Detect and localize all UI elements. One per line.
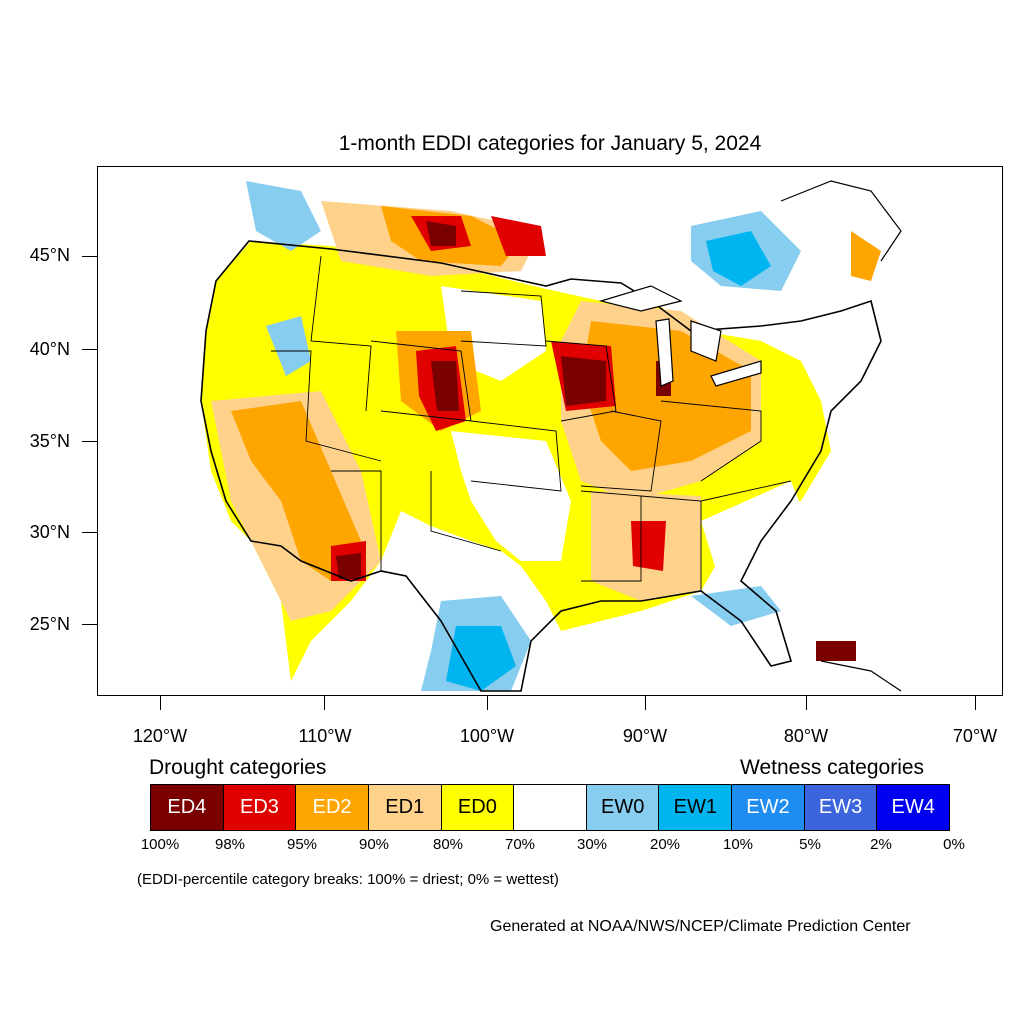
lat-tick [82, 624, 97, 626]
wetness-categories-heading: Wetness categories [740, 756, 925, 779]
ed3-mississippi [631, 521, 666, 571]
lon-label-110: 110°W [298, 726, 352, 746]
legend-ew3: EW3 [804, 785, 878, 830]
percentile-label: 20% [649, 836, 681, 853]
lat-label-30: 30°N [29, 522, 70, 542]
percentile-label: 0% [943, 836, 965, 853]
legend-ed3: ED3 [223, 785, 297, 830]
lat-label-35: 35°N [29, 431, 70, 451]
ew-pacific-nw [246, 181, 321, 251]
lat-label-40: 40°N [29, 339, 70, 359]
percentile-label: 95% [286, 836, 318, 853]
percentile-label: 80% [432, 836, 464, 853]
lake-superior [598, 285, 683, 312]
legend-ew4: EW4 [877, 785, 950, 830]
legend-color-bar: ED4 ED3 ED2 ED1 ED0 EW0 EW1 EW2 EW3 EW4 [150, 784, 950, 831]
map-title: 1-month EDDI categories for January 5, 2… [338, 132, 762, 155]
ew-california [266, 316, 311, 376]
lon-tick [645, 696, 647, 710]
lake-huron [690, 320, 722, 362]
florida-keys [820, 660, 902, 692]
lon-label-90: 90°W [622, 726, 668, 746]
legend-ew2: EW2 [732, 785, 805, 830]
lat-label-25: 25°N [29, 614, 70, 634]
percentile-label: 100% [140, 836, 180, 853]
map-plot-area [97, 166, 1003, 696]
percentile-label: 2% [870, 836, 892, 853]
percentile-label: 98% [214, 836, 246, 853]
ed3-northern-east [491, 216, 546, 256]
lon-label-70: 70°W [952, 726, 998, 746]
lon-label-100: 100°W [459, 726, 515, 746]
canada-coast [780, 180, 902, 262]
lat-tick [82, 532, 97, 534]
lon-tick [487, 696, 489, 710]
percentile-label: 5% [799, 836, 821, 853]
lat-tick [82, 441, 97, 443]
legend-ew0: EW0 [586, 785, 660, 830]
normal-northeast [801, 301, 881, 391]
percentile-label: 90% [358, 836, 390, 853]
ed4-northern [426, 221, 456, 246]
ed2-northeast [851, 231, 881, 281]
legend-normal [514, 785, 587, 830]
credit-text: Generated at NOAA/NWS/NCEP/Climate Predi… [490, 918, 911, 935]
lon-tick [324, 696, 326, 710]
lake-michigan [655, 318, 674, 387]
ed4-bahamas [816, 641, 856, 661]
legend-ed1: ED1 [368, 785, 442, 830]
eddi-map [200, 180, 902, 692]
legend-ed0: ED0 [441, 785, 515, 830]
lon-tick [806, 696, 808, 710]
lon-tick [160, 696, 162, 710]
ed2-southwest [231, 401, 361, 581]
ed4-colorado [431, 361, 459, 411]
lat-label-45: 45°N [29, 245, 70, 265]
breaks-note: (EDDI-percentile category breaks: 100% =… [137, 871, 559, 888]
ew1-great-lakes-north [706, 231, 771, 286]
legend-ew1: EW1 [659, 785, 733, 830]
lat-tick [82, 256, 97, 258]
lon-label-80: 80°W [783, 726, 829, 746]
ed4-iowa [561, 356, 606, 406]
percentile-label: 10% [722, 836, 754, 853]
normal-plains [451, 431, 571, 561]
lat-tick [82, 349, 97, 351]
ew-gulf-florida [691, 586, 781, 626]
drought-categories-heading: Drought categories [149, 756, 327, 779]
legend-ed4: ED4 [151, 785, 224, 830]
normal-southeast [701, 481, 811, 586]
percentile-label: 70% [504, 836, 536, 853]
legend-ed2: ED2 [296, 785, 369, 830]
ew1-texas [446, 626, 516, 691]
ed4-southwest [336, 553, 361, 579]
lake-erie [710, 360, 762, 387]
percentile-label: 30% [576, 836, 608, 853]
lon-label-120: 120°W [132, 726, 188, 746]
lon-tick [975, 696, 977, 710]
state-boundaries [271, 255, 792, 591]
